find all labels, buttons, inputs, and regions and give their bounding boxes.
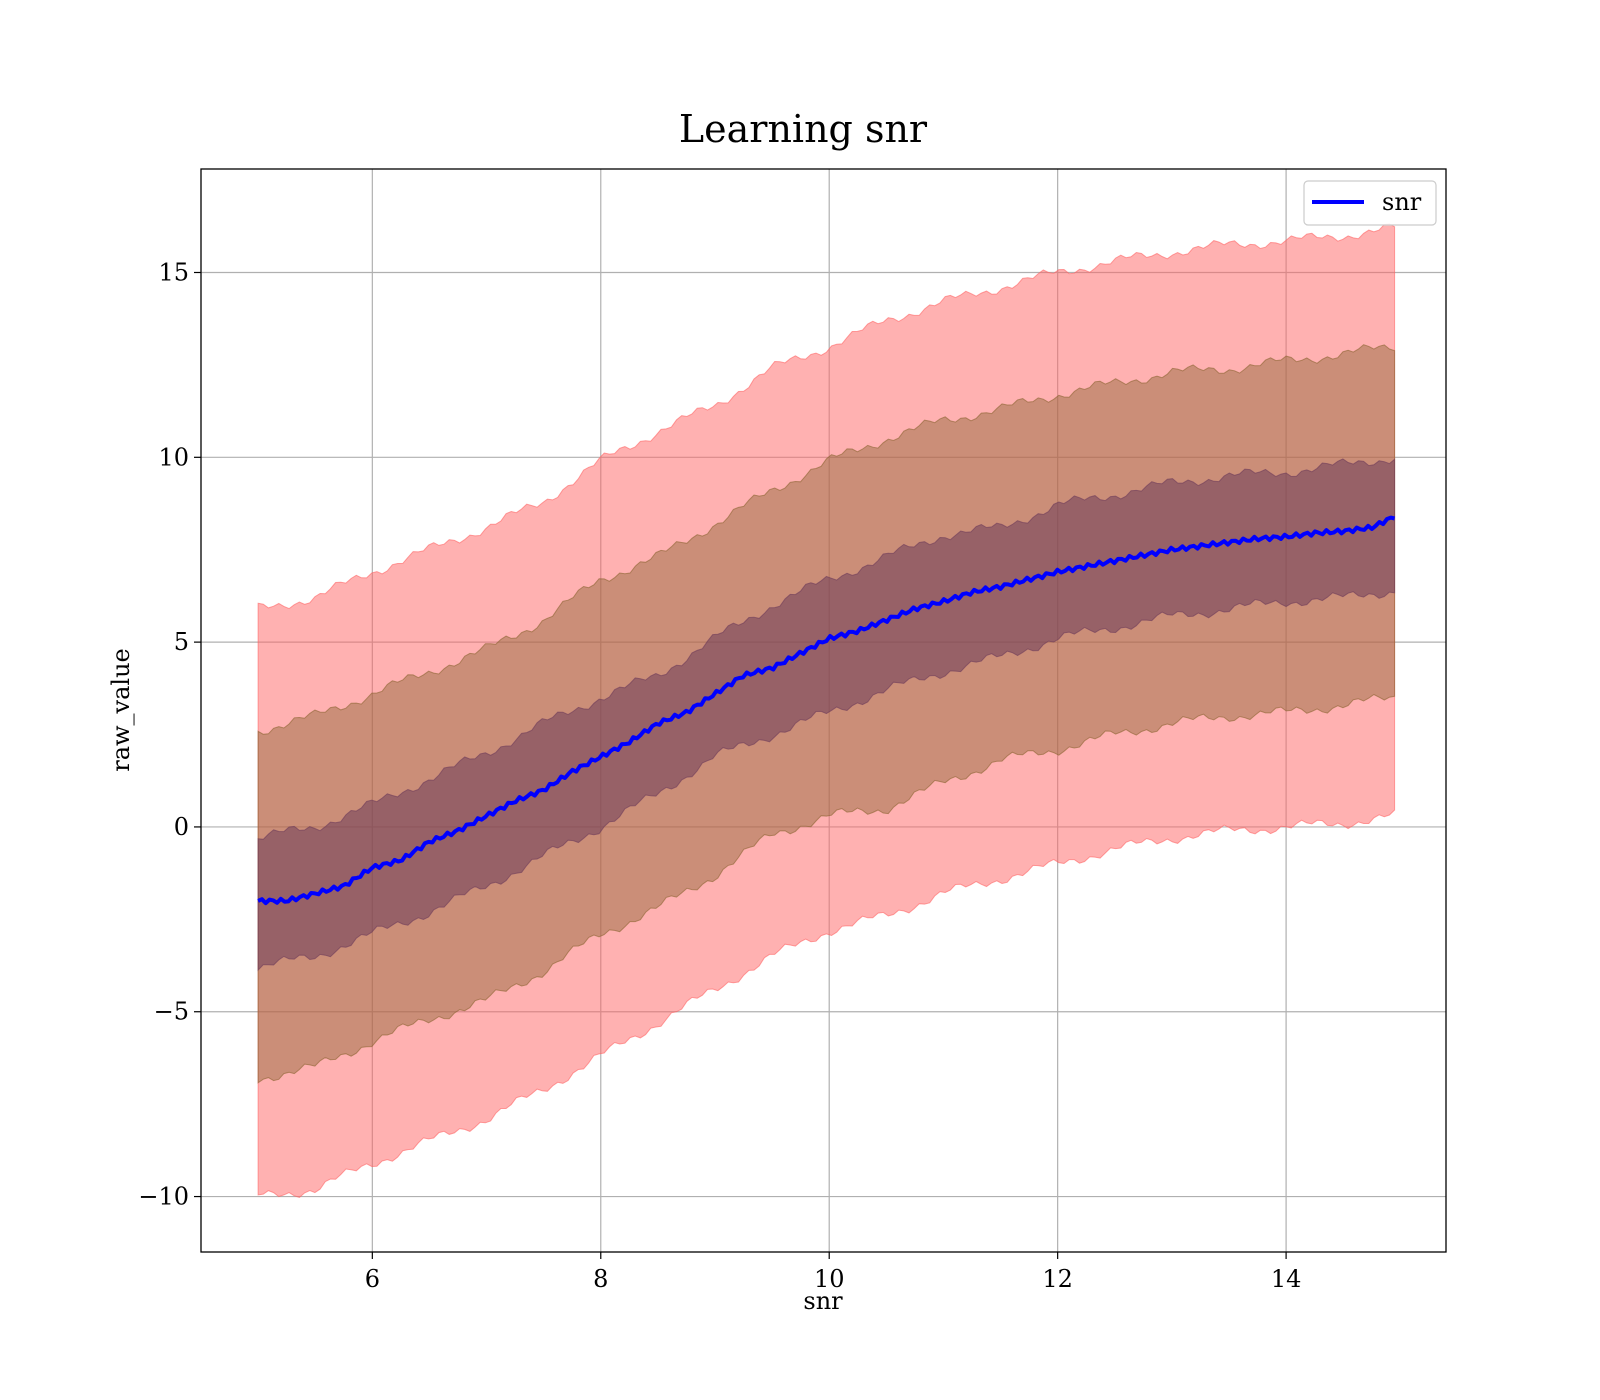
legend-label-snr: snr <box>1382 188 1422 216</box>
confidence-bands <box>257 223 1396 1198</box>
y-tick-label: 0 <box>174 813 189 841</box>
legend-box <box>1303 180 1437 226</box>
y-tick-label: −10 <box>138 1183 189 1211</box>
x-tick-label: 8 <box>593 1265 608 1293</box>
y-tick-label: −5 <box>154 998 189 1026</box>
plot-area <box>200 168 1447 1253</box>
legend: snr <box>1303 180 1437 226</box>
y-axis-label: raw_value <box>107 648 135 772</box>
x-tick-label: 12 <box>1042 1265 1073 1293</box>
plot-frame <box>200 168 1447 1253</box>
band-inner <box>257 458 1396 972</box>
y-axis: −10 −5 0 5 10 15 <box>138 258 201 1211</box>
x-tick-label: 14 <box>1271 1265 1302 1293</box>
x-tick-label: 10 <box>814 1265 845 1293</box>
series-lines <box>257 515 1396 906</box>
x-axis: 6 8 10 12 14 <box>365 1252 1302 1293</box>
chart-title: Learning snr <box>679 107 928 151</box>
y-tick-label: 15 <box>158 258 189 286</box>
x-tick-label: 6 <box>365 1265 380 1293</box>
x-axis-label: snr <box>803 1287 843 1315</box>
series-line-snr <box>257 515 1396 906</box>
y-tick-label: 10 <box>158 443 189 471</box>
y-tick-label: 5 <box>174 628 189 656</box>
